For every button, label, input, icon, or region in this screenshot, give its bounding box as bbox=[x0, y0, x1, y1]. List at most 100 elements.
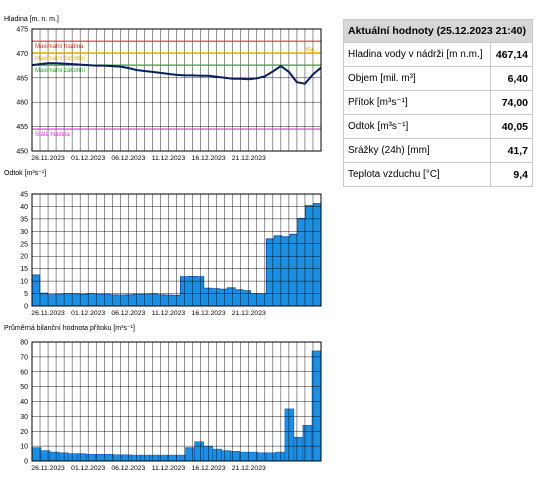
current-values-table: Aktuální hodnoty (25.12.2023 21:40) Hlad… bbox=[343, 19, 534, 187]
y-tick-label: 475 bbox=[16, 27, 28, 34]
row-label-precipitation: Srážky (24h) [mm] bbox=[343, 138, 491, 163]
bar bbox=[212, 448, 222, 462]
bar bbox=[40, 450, 51, 462]
y-tick-label: 70 bbox=[20, 354, 28, 361]
row-label-inflow: Přítok [m³s⁻¹] bbox=[343, 90, 491, 115]
bar bbox=[248, 451, 259, 462]
reference-line-label: Maximální zásobní bbox=[35, 56, 85, 62]
charts-area: Hladina [m. n. m.]450455460465470475Maxi… bbox=[4, 16, 322, 472]
bar bbox=[293, 436, 304, 462]
row-value-precipitation: 41,7 bbox=[489, 138, 534, 163]
y-tick-label: 15 bbox=[20, 266, 28, 273]
x-tick-label: 26.11.2023 bbox=[31, 155, 65, 162]
bar bbox=[230, 451, 240, 462]
line-series bbox=[31, 62, 322, 85]
bar bbox=[311, 350, 322, 462]
bar bbox=[221, 450, 231, 462]
table-row: Přítok [m³s⁻¹] 74,00 bbox=[343, 90, 534, 115]
bar bbox=[176, 454, 186, 462]
row-label-air-temperature: Teplota vzduchu [°C] bbox=[343, 162, 491, 187]
bar bbox=[239, 451, 249, 462]
y-tick-label: 460 bbox=[16, 100, 28, 107]
bar bbox=[67, 453, 78, 462]
bar bbox=[140, 454, 150, 462]
bar bbox=[131, 454, 141, 462]
y-tick-label: 0 bbox=[24, 459, 28, 466]
bar bbox=[49, 451, 60, 462]
chart-0: Hladina [m. n. m.] 450 455 460 465 470 475 Maxi… bbox=[4, 16, 322, 162]
bar bbox=[158, 454, 168, 462]
x-tick-label: 16.12.2023 bbox=[192, 310, 226, 317]
row-label-volume: Objem [mil. m³] bbox=[343, 66, 491, 91]
bar bbox=[167, 454, 177, 462]
bar bbox=[302, 425, 313, 462]
reference-line-label: Stálá hladina bbox=[35, 132, 70, 138]
x-tick-label: 06.12.2023 bbox=[111, 310, 145, 317]
bar bbox=[113, 454, 123, 462]
x-tick-label: 11.12.2023 bbox=[152, 310, 186, 317]
x-tick-label: 01.12.2023 bbox=[71, 155, 105, 162]
bar bbox=[104, 454, 114, 462]
bar bbox=[122, 454, 132, 462]
table-row: Teplota vzduchu [°C] 9,4 bbox=[343, 162, 534, 187]
bar bbox=[275, 451, 286, 462]
y-tick-label: 30 bbox=[20, 229, 28, 236]
plot-frame bbox=[31, 193, 322, 307]
x-tick-label: 11.12.2023 bbox=[152, 465, 186, 472]
bar bbox=[284, 408, 295, 462]
bar bbox=[185, 447, 195, 462]
bar bbox=[76, 453, 87, 462]
y-tick-label: 470 bbox=[16, 51, 28, 58]
row-label-outflow: Odtok [m³s⁻¹] bbox=[343, 114, 491, 139]
y-tick-label: 455 bbox=[16, 124, 28, 131]
row-value-water-level: 467,14 bbox=[489, 42, 534, 67]
y-tick-label: 0 bbox=[24, 304, 28, 311]
x-tick-label: 01.12.2023 bbox=[71, 465, 105, 472]
reference-line-label-right: Ma... bbox=[305, 47, 319, 53]
x-tick-label: 26.11.2023 bbox=[31, 465, 65, 472]
y-tick-label: 40 bbox=[20, 399, 28, 406]
chart-title: Průměrná bilanční hodnota přítoku [m³s⁻¹… bbox=[4, 324, 135, 332]
bar bbox=[203, 445, 213, 462]
y-tick-label: 45 bbox=[20, 192, 28, 199]
y-tick-label: 465 bbox=[16, 75, 28, 82]
y-tick-label: 20 bbox=[20, 429, 28, 436]
table-row: Srážky (24h) [mm] 41,7 bbox=[343, 138, 534, 163]
x-tick-label: 21.12.2023 bbox=[232, 155, 266, 162]
reference-line-label: Maximální zákonní bbox=[35, 68, 85, 74]
bar bbox=[266, 452, 277, 462]
x-tick-label: 26.11.2023 bbox=[31, 310, 65, 317]
table-row: Hladina vody v nádrži [m n.m.] 467,14 bbox=[343, 42, 534, 67]
reference-line-label: Maximální hladina bbox=[35, 44, 84, 50]
chart-title: Hladina [m. n. m.] bbox=[4, 16, 59, 23]
y-tick-label: 50 bbox=[20, 384, 28, 391]
bar bbox=[194, 441, 204, 462]
x-tick-label: 01.12.2023 bbox=[71, 310, 105, 317]
bar bbox=[85, 454, 96, 462]
bar bbox=[94, 454, 105, 462]
bar bbox=[58, 452, 69, 462]
bar bbox=[149, 454, 159, 462]
y-tick-label: 30 bbox=[20, 414, 28, 421]
y-tick-label: 25 bbox=[20, 241, 28, 248]
current-values-header: Aktuální hodnoty (25.12.2023 21:40) bbox=[343, 19, 533, 43]
x-tick-label: 06.12.2023 bbox=[111, 465, 145, 472]
plot-frame bbox=[31, 341, 322, 462]
table-row: Odtok [m³s⁻¹] 40,05 bbox=[343, 114, 534, 139]
y-tick-label: 35 bbox=[20, 216, 28, 223]
x-tick-label: 21.12.2023 bbox=[232, 465, 266, 472]
y-tick-label: 40 bbox=[20, 204, 28, 211]
bar bbox=[31, 447, 42, 462]
x-tick-label: 11.12.2023 bbox=[152, 155, 186, 162]
y-tick-label: 10 bbox=[20, 444, 28, 451]
bar bbox=[257, 452, 268, 462]
x-tick-label: 06.12.2023 bbox=[111, 155, 145, 162]
row-value-volume: 6,40 bbox=[489, 66, 534, 91]
y-tick-label: 5 bbox=[24, 291, 28, 298]
y-tick-label: 450 bbox=[16, 149, 28, 156]
y-tick-label: 20 bbox=[20, 254, 28, 261]
row-value-air-temperature: 9,4 bbox=[489, 162, 534, 187]
y-tick-label: 80 bbox=[20, 340, 28, 347]
row-value-outflow: 40,05 bbox=[489, 114, 534, 139]
x-tick-label: 16.12.2023 bbox=[192, 155, 226, 162]
